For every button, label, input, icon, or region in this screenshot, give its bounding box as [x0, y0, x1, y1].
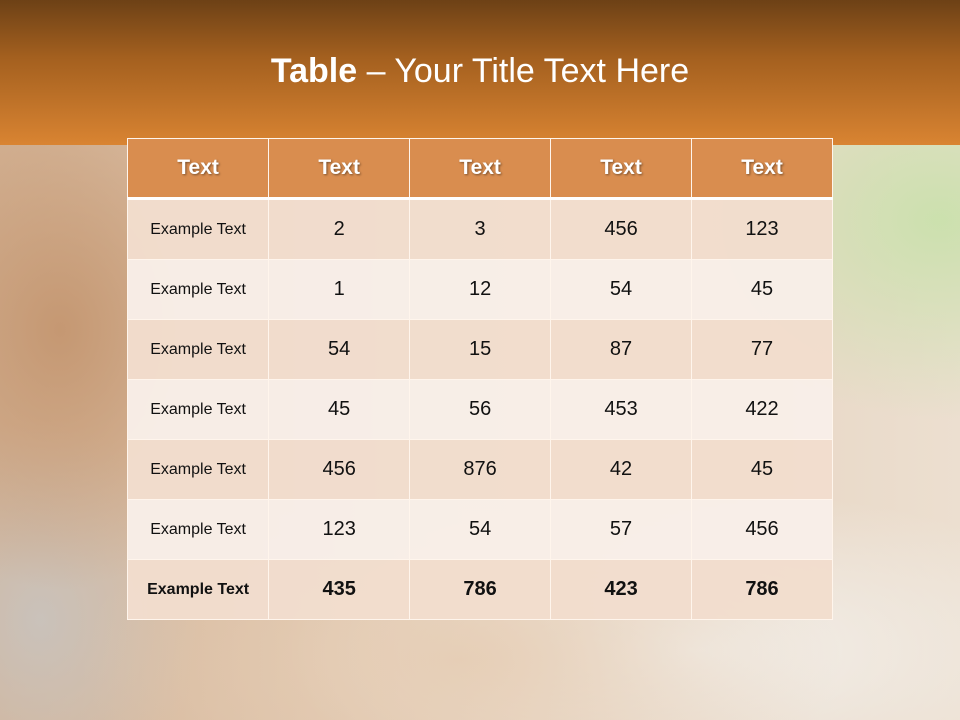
- table-row: Example Text 435 786 423 786: [126, 559, 833, 620]
- value-cell: 123: [691, 198, 833, 260]
- title-rest: – Your Title Text Here: [357, 52, 690, 90]
- value-cell: 54: [268, 319, 411, 380]
- value-cell: 54: [550, 259, 693, 320]
- value-cell: 2: [268, 198, 411, 260]
- value-cell: 57: [550, 499, 693, 560]
- value-cell: 54: [409, 499, 552, 560]
- table-row: Example Text 45 56 453 422: [126, 379, 833, 440]
- title-bold: Table: [270, 52, 358, 90]
- value-cell: 45: [268, 379, 411, 440]
- value-cell: 435: [268, 559, 411, 620]
- table-row: Example Text 54 15 87 77: [126, 319, 833, 380]
- header-cell: Text: [126, 138, 270, 200]
- table-row: Example Text 2 3 456 123: [126, 198, 833, 260]
- value-cell: 456: [550, 198, 693, 260]
- value-cell: 45: [691, 439, 833, 500]
- row-label-cell: Example Text: [126, 559, 270, 620]
- value-cell: 786: [409, 559, 552, 620]
- value-cell: 786: [691, 559, 833, 620]
- value-cell: 15: [409, 319, 552, 380]
- value-cell: 87: [550, 319, 693, 380]
- header-cell: Text: [691, 138, 833, 200]
- row-label-cell: Example Text: [126, 319, 270, 380]
- slide-title: Table – Your Title Text Here: [0, 52, 960, 91]
- row-label-cell: Example Text: [126, 198, 270, 260]
- value-cell: 3: [409, 198, 552, 260]
- value-cell: 456: [268, 439, 411, 500]
- value-cell: 453: [550, 379, 693, 440]
- table-row: Example Text 123 54 57 456: [126, 499, 833, 560]
- header-cell: Text: [409, 138, 552, 200]
- title-band: [0, 0, 960, 145]
- header-row: Text Text Text Text Text: [126, 138, 833, 200]
- value-cell: 123: [268, 499, 411, 560]
- header-cell: Text: [268, 138, 411, 200]
- value-cell: 77: [691, 319, 833, 380]
- value-cell: 422: [691, 379, 833, 440]
- value-cell: 1: [268, 259, 411, 320]
- row-label-cell: Example Text: [126, 379, 270, 440]
- header-cell: Text: [550, 138, 693, 200]
- data-table: Text Text Text Text Text Example Text 2 3 4…: [126, 138, 833, 620]
- table-row: Example Text 1 12 54 45: [126, 259, 833, 320]
- value-cell: 423: [550, 559, 693, 620]
- row-label-cell: Example Text: [126, 439, 270, 500]
- value-cell: 42: [550, 439, 693, 500]
- value-cell: 876: [409, 439, 552, 500]
- value-cell: 12: [409, 259, 552, 320]
- table-row: Example Text 456 876 42 45: [126, 439, 833, 500]
- value-cell: 45: [691, 259, 833, 320]
- value-cell: 56: [409, 379, 552, 440]
- value-cell: 456: [691, 499, 833, 560]
- row-label-cell: Example Text: [126, 259, 270, 320]
- row-label-cell: Example Text: [126, 499, 270, 560]
